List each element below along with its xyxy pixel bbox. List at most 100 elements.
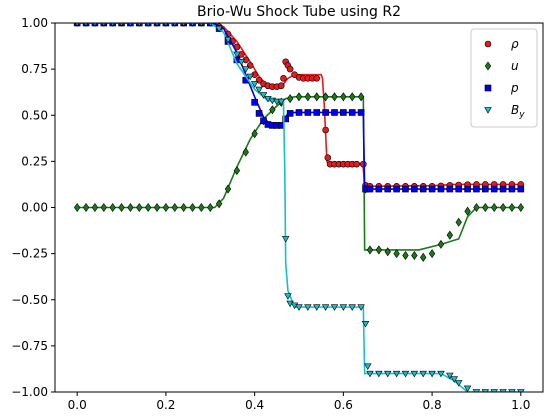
x-tick-label-4: 0.8 [423, 398, 442, 412]
series-0-point-48 [353, 160, 360, 168]
series-2-point-42 [402, 185, 409, 193]
series-2-point-35 [348, 109, 356, 116]
series-3-point-27 [273, 98, 281, 106]
legend-marker-0 [484, 40, 492, 48]
series-3-point-16 [215, 25, 223, 33]
series-2-point-52 [490, 185, 498, 193]
series-3-point-22 [250, 81, 259, 88]
series-3-point-23 [255, 86, 263, 94]
series-3-point-54 [454, 380, 463, 387]
series-0-point-41 [324, 154, 332, 161]
series-2-point-48 [455, 185, 463, 193]
series-3-point-42 [364, 363, 372, 370]
series-1-point-34 [366, 245, 374, 255]
series-1-point-5 [118, 202, 125, 213]
series-1-point-15 [207, 202, 214, 213]
x-tick-label-3: 0.6 [334, 398, 353, 412]
series-3-point-43 [366, 370, 374, 378]
series-2-point-22 [260, 117, 267, 125]
series-3-point-41 [361, 321, 370, 328]
series-2-point-34 [340, 109, 347, 116]
series-1-point-44 [455, 217, 462, 227]
series-1-point-38 [402, 250, 409, 260]
x-tick-label-2: 0.4 [245, 398, 264, 412]
series-1-point-11 [171, 202, 178, 213]
series-1-point-2 [91, 202, 99, 213]
series-2-point-45 [428, 185, 436, 193]
series-1-point-13 [189, 202, 196, 213]
legend: ρup By [470, 28, 538, 128]
x-tick-label-0: 0.0 [68, 398, 87, 412]
series-2-point-28 [286, 110, 294, 117]
legend-marker-2 [484, 84, 492, 92]
series-1-point-45 [464, 206, 471, 216]
legend-marker-1 [484, 61, 492, 71]
series-1-point-6 [127, 202, 134, 213]
series-line-3 [77, 23, 521, 392]
series-1-point-7 [136, 202, 143, 213]
series-2-point-39 [375, 185, 383, 193]
series-3-point-20 [242, 66, 250, 73]
series-1-point-42 [437, 239, 445, 249]
legend-box [470, 28, 538, 128]
series-1-point-50 [508, 202, 516, 213]
series-1-point-28 [322, 92, 329, 102]
chart-title: Brio-Wu Shock Tube using R2 [197, 4, 401, 20]
series-1-point-47 [482, 202, 489, 213]
series-1-point-35 [375, 245, 383, 255]
series-3-point-29 [281, 236, 290, 243]
series-1-point-36 [384, 247, 391, 257]
series-2-point-27 [282, 115, 289, 123]
series-0-point-33 [286, 65, 294, 73]
y-tick-label-3: −0.25 [11, 247, 48, 261]
series-2-point-40 [384, 185, 392, 193]
series-line-1 [77, 96, 521, 251]
series-1-point-29 [331, 92, 338, 102]
series-0 [73, 23, 525, 190]
series-0-point-40 [322, 126, 329, 134]
series-3-point-46 [392, 370, 401, 378]
series-3-point-37 [330, 304, 339, 311]
x-tick-label-1: 0.2 [156, 398, 175, 412]
y-tick-label-2: −0.50 [11, 293, 48, 307]
series-1-point-31 [349, 92, 356, 102]
series-1-point-10 [162, 202, 170, 213]
plot-area [73, 23, 525, 392]
series-1-point-32 [357, 92, 365, 102]
series-1-point-48 [491, 202, 498, 213]
legend-marker-3 [484, 107, 492, 114]
series-2-point-53 [499, 185, 507, 193]
series-3-point-30 [284, 293, 292, 300]
series-1-point-19 [242, 147, 249, 157]
series-3-point-56 [472, 389, 481, 392]
series-2-point-49 [464, 185, 471, 193]
series-3-point-61 [517, 389, 525, 392]
series-2-point-43 [411, 185, 418, 193]
series-3-point-28 [277, 98, 285, 106]
series-0-point-29 [277, 82, 285, 90]
series-2-point-36 [357, 109, 365, 116]
series-2-point-38 [366, 185, 374, 193]
series-2-point-30 [304, 109, 312, 116]
series-2-point-51 [482, 185, 489, 193]
series-2-point-21 [255, 110, 263, 117]
series-3-point-45 [384, 370, 392, 378]
series-3-point-39 [348, 304, 356, 311]
series-1-point-39 [411, 250, 418, 260]
series-3-point-35 [313, 304, 321, 311]
series-2-point-50 [473, 185, 480, 193]
series-line-2 [77, 23, 521, 190]
y-tick-label-4: 0.00 [21, 201, 48, 215]
series-3-point-18 [233, 51, 241, 59]
legend-label-3: By [511, 103, 525, 120]
series-3-point-38 [339, 304, 348, 311]
series-3-point-48 [410, 370, 419, 378]
series-2-point-33 [331, 109, 338, 116]
series-3-point-40 [357, 304, 365, 311]
series-1-point-49 [499, 202, 507, 213]
series-2-point-41 [393, 185, 400, 193]
series-2-point-54 [508, 185, 516, 193]
series-3-point-53 [450, 376, 458, 383]
